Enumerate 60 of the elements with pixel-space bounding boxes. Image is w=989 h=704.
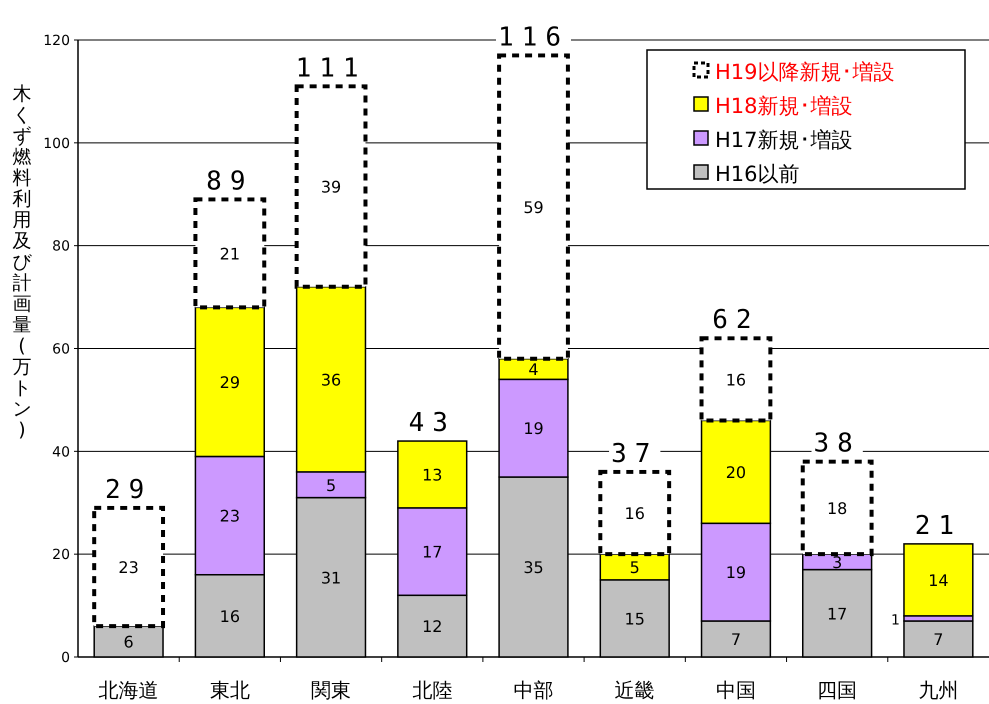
y-tick-label: 80 [52,238,70,255]
data-label: 17 [826,604,848,624]
data-label: 14 [928,570,949,590]
text: 木くず燃料利用及び計画量(万トン) [12,83,32,441]
x-tick-label: 中部 [514,678,554,702]
data-label: 23 [118,558,139,578]
data-label: 6 [124,632,134,652]
data-label: 16 [726,370,746,390]
data-label: 36 [320,370,342,390]
data-label: 59 [523,198,544,218]
total-label: 37 [611,438,658,469]
total-label: 21 [914,510,962,541]
y-tick-label: 60 [52,342,70,358]
total-label: 89 [206,166,254,196]
y-tick-label: 100 [43,136,70,152]
total-label: 29 [104,474,152,505]
data-label: 1 [891,612,900,628]
x-tick-label: 中国 [716,678,756,702]
legend-label: H18新規･増設 [715,94,853,118]
data-label: 3 [832,552,842,572]
total-label: 111 [296,53,367,84]
x-tick-label: 九州 [918,678,958,702]
data-label: 17 [422,542,442,562]
data-label: 23 [220,506,240,526]
data-label: 39 [320,178,342,197]
data-label: 21 [220,244,240,264]
x-tick-label: 関東 [311,678,352,702]
x-tick-label: 東北 [210,678,250,702]
y-tick-label: 120 [43,33,70,49]
data-label: 18 [826,498,848,518]
y-tick-label: 20 [52,547,70,564]
legend-label: H17新規･増設 [715,128,853,152]
data-label: 29 [220,372,240,392]
data-label: 31 [320,568,342,588]
total-label: 38 [814,428,861,459]
data-label: 5 [326,476,336,495]
total-label: 62 [712,305,760,336]
x-tick-label: 四国 [817,678,858,702]
data-label: 7 [730,630,742,650]
x-tick-label: 近畿 [614,678,655,702]
y-tick-label: 0 [61,650,70,666]
data-label: 20 [726,462,746,482]
total-label: 116 [498,22,569,52]
data-label: 15 [624,609,645,628]
data-label: 16 [624,504,645,524]
data-label: 13 [422,465,442,484]
data-label: 12 [422,617,442,636]
data-label: 5 [630,558,640,578]
data-label: 35 [523,558,544,578]
x-tick-label: 北海道 [98,678,159,702]
legend-label: H19以降新規･増設 [715,60,895,84]
data-label: 7 [933,630,944,650]
data-label: 16 [220,606,240,626]
total-label: 43 [408,408,456,438]
y-tick-label: 40 [52,444,70,460]
x-tick-label: 北陸 [412,678,452,702]
data-label: 19 [523,419,544,438]
legend-label: H16以前 [715,162,800,186]
data-label: 4 [528,360,539,380]
data-label: 19 [726,563,746,582]
